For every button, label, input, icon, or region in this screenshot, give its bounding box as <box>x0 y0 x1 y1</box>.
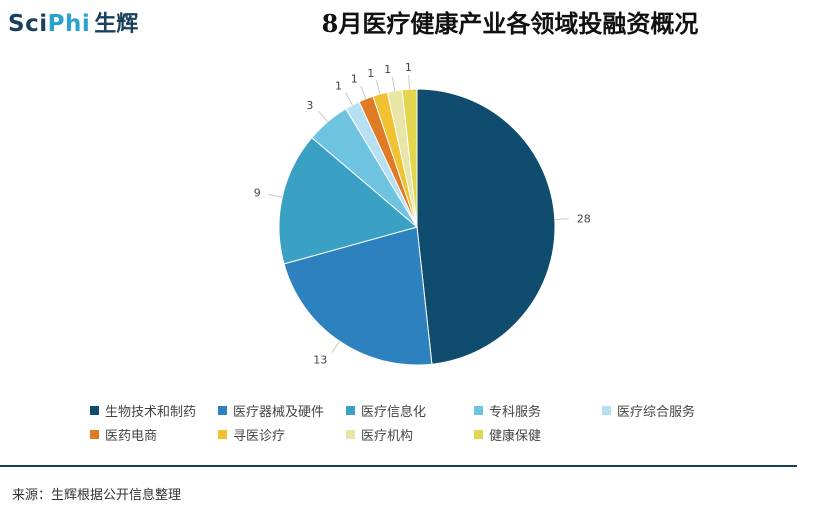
footer-divider <box>0 465 797 467</box>
chart-title: 8月医疗健康产业各领域投融资概况 <box>321 9 699 38</box>
legend-swatch <box>90 429 99 439</box>
legend-item: 专科服务 <box>474 401 602 420</box>
leader-line-3 <box>318 110 328 123</box>
legend-swatch <box>474 405 483 415</box>
legend-label: 健康保健 <box>489 428 542 444</box>
legend-item: 寻医诊疗 <box>218 425 346 444</box>
leader-line-1 <box>331 340 340 354</box>
chart-legend: 生物技术和制药 医疗器械及硬件 医疗信息化 专科服务 医疗综合服务医药电商 寻医诊疗 医疗机… <box>90 398 790 446</box>
legend-swatch <box>346 405 355 415</box>
source-note: 来源：生辉根据公开信息整理 <box>12 488 182 503</box>
legend-row: 医药电商 寻医诊疗 医疗机构 健康保健 <box>90 422 790 446</box>
legend-label: 生物技术和制药 <box>105 404 197 420</box>
legend-label: 专科服务 <box>489 404 542 420</box>
data-label-1: 13 <box>313 353 327 366</box>
legend-label: 医疗器械及硬件 <box>233 404 325 420</box>
data-label-6: 1 <box>367 67 374 80</box>
legend-item: 生物技术和制药 <box>90 401 218 420</box>
data-label-0: 28 <box>577 212 591 225</box>
legend-item: 医药电商 <box>90 425 218 444</box>
legend-item: 医疗综合服务 <box>602 401 730 420</box>
logo-text-en: SciPhi <box>8 11 91 37</box>
pie-slice-8 <box>401 88 418 228</box>
legend-label: 医疗机构 <box>361 428 414 444</box>
pie-slice-2 <box>278 136 419 265</box>
legend-swatch <box>218 429 227 439</box>
leader-line-5 <box>360 85 367 99</box>
leader-line-6 <box>375 80 381 95</box>
legend-label: 医药电商 <box>105 428 158 444</box>
legend-label: 医疗综合服务 <box>617 404 696 420</box>
data-label-4: 1 <box>335 80 342 93</box>
logo-text-cn: 生辉 <box>94 12 139 37</box>
leader-line-4 <box>345 92 353 106</box>
pie-slice-0 <box>416 88 556 365</box>
leader-line-7 <box>392 76 396 91</box>
legend-label: 寻医诊疗 <box>233 428 286 444</box>
legend-swatch <box>602 405 611 415</box>
legend-swatch <box>90 405 99 415</box>
data-label-7: 1 <box>384 63 391 76</box>
scipi-logo: SciPhi 生辉 <box>8 6 138 37</box>
leader-line-2 <box>268 193 283 198</box>
legend-item: 医疗器械及硬件 <box>218 401 346 420</box>
legend-item: 医疗信息化 <box>346 401 474 420</box>
data-label-8: 1 <box>405 61 412 74</box>
legend-label: 医疗信息化 <box>361 404 427 420</box>
legend-item: 健康保健 <box>474 425 602 444</box>
leader-line-8 <box>408 75 410 90</box>
legend-row: 生物技术和制药 医疗器械及硬件 医疗信息化 专科服务 医疗综合服务 <box>90 398 790 422</box>
data-label-2: 9 <box>254 187 261 200</box>
legend-swatch <box>218 405 227 415</box>
legend-item: 医疗机构 <box>346 425 474 444</box>
legend-swatch <box>346 429 355 439</box>
data-label-3: 3 <box>306 99 313 112</box>
data-label-5: 1 <box>351 72 358 85</box>
legend-swatch <box>474 429 483 439</box>
leader-line-0 <box>554 218 569 220</box>
